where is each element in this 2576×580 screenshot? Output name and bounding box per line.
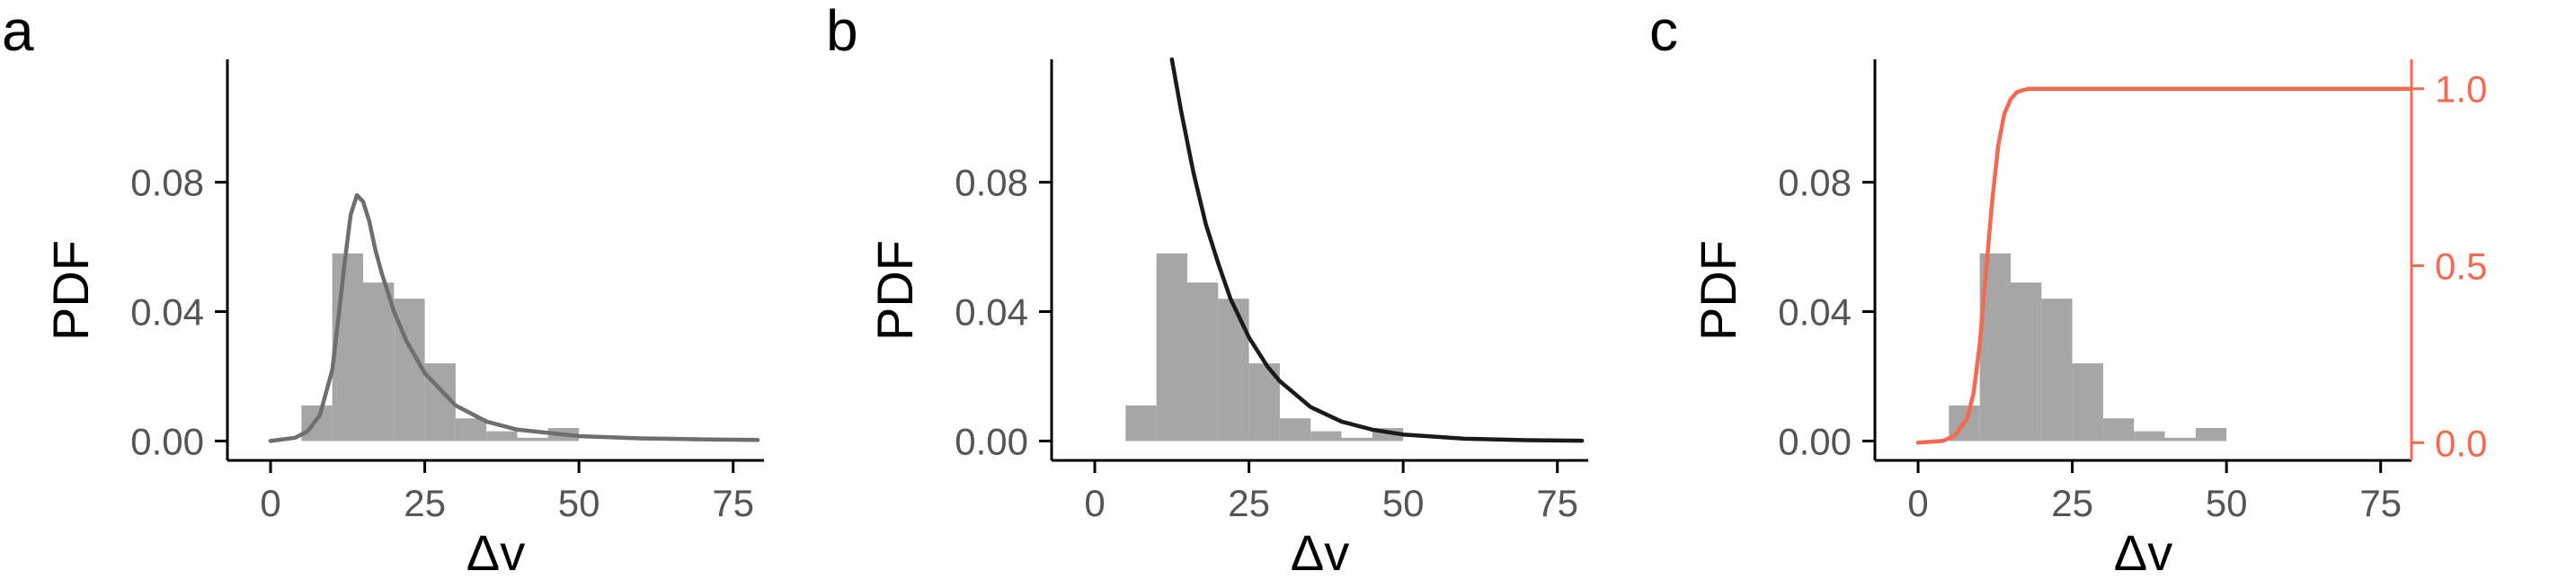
panel-letter: a [2, 0, 34, 63]
histogram-bar-5 [1279, 418, 1311, 442]
histogram-bar-0 [301, 405, 333, 442]
histogram-bar-0 [1125, 405, 1157, 442]
y-tick-label-1: 0.04 [955, 291, 1028, 334]
x-tick-label-3: 75 [712, 482, 754, 524]
y2-tick-label-2: 1.0 [2435, 68, 2487, 111]
histogram-bar-6 [1310, 431, 1342, 442]
y-tick-label-1: 0.04 [1778, 291, 1852, 334]
histogram-bar-5 [455, 418, 487, 442]
x-tick-label-3: 75 [1536, 482, 1578, 524]
y-tick-label-2: 0.08 [1778, 162, 1852, 204]
y-tick-label-0: 0.00 [1778, 420, 1852, 462]
y-tick-label-2: 0.08 [955, 162, 1028, 204]
y2-tick-label-1: 0.5 [2435, 245, 2487, 287]
histogram-bar-7 [517, 437, 548, 442]
histogram-bar-3 [1218, 299, 1249, 442]
x-tick-label-2: 50 [2206, 482, 2248, 524]
y-tick-label-2: 0.08 [130, 162, 204, 204]
x-tick-label-2: 50 [1382, 482, 1425, 524]
panel-letter: c [1649, 0, 1678, 63]
x-tick-label-0: 0 [1084, 482, 1105, 524]
histogram-bar-6 [2134, 431, 2165, 442]
histogram-bar-2 [362, 282, 395, 442]
y-axis-label: PDF [866, 240, 923, 341]
x-tick-label-1: 25 [2051, 482, 2093, 524]
x-tick-label-1: 25 [404, 482, 446, 524]
y-tick-label-0: 0.00 [130, 420, 204, 462]
histogram-bar-6 [486, 431, 518, 442]
x-tick-label-1: 25 [1228, 482, 1270, 524]
x-axis-label: Δv [466, 524, 525, 580]
histogram-bar-8 [2195, 428, 2227, 442]
histogram-bar-2 [1186, 282, 1219, 442]
x-tick-label-0: 0 [1907, 482, 1928, 524]
panel-letter: b [826, 0, 858, 63]
histogram-bar-5 [2102, 418, 2135, 442]
y2-tick-label-0: 0.0 [2435, 422, 2487, 464]
y-tick-label-1: 0.04 [130, 291, 204, 334]
x-tick-label-2: 50 [558, 482, 600, 524]
y-tick-label-0: 0.00 [955, 420, 1028, 462]
y-axis-label: PDF [42, 240, 99, 341]
histogram-bar-1 [1156, 253, 1187, 442]
curve-0 [268, 192, 760, 443]
histogram-bar-2 [2010, 282, 2042, 442]
x-tick-label-3: 75 [2359, 482, 2402, 524]
histogram-bar-3 [2041, 299, 2073, 442]
histogram-bar-4 [2072, 363, 2103, 442]
y-axis-label: PDF [1690, 240, 1746, 341]
x-tick-label-0: 0 [260, 482, 280, 524]
panel-a: a 0 25 50 75 0.00 0.04 0.08 Δv PDF [2, 0, 764, 580]
histogram-bar-7 [2164, 437, 2196, 442]
x-axis-label: Δv [2114, 524, 2172, 580]
curve-0 [1169, 57, 1585, 443]
histogram-bar-7 [1341, 437, 1372, 442]
x-axis-label: Δv [1291, 524, 1349, 580]
panel-b: b 0 25 50 75 0.00 0.04 0.08 Δv PDF [826, 0, 1588, 580]
curve-0 [1915, 86, 2414, 445]
histogram-bar-1 [332, 253, 363, 442]
